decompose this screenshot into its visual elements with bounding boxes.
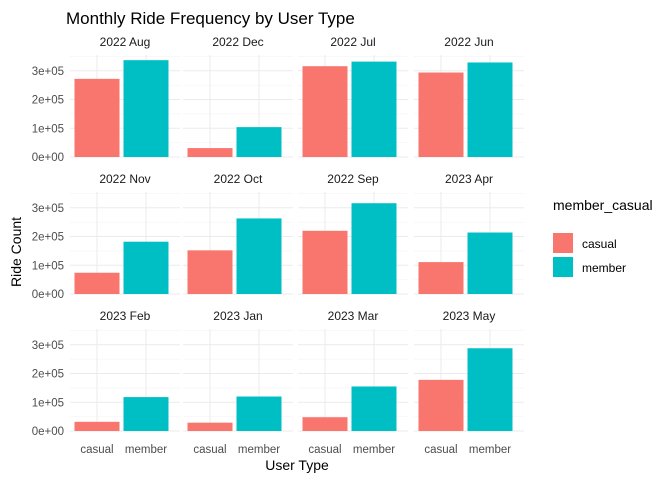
facet-label: 2022 Jun [444, 35, 493, 49]
legend-title: member_casual [553, 197, 653, 213]
facet-label: 2022 Dec [212, 35, 263, 49]
facet-panel: 2022 Oct [183, 172, 293, 295]
legend: member_casual casual member [553, 197, 653, 277]
bar-member [467, 232, 513, 294]
y-axis-title: Ride Count [8, 217, 24, 287]
facet-panel: 2023 Jan [183, 309, 293, 432]
bar-member [123, 397, 169, 431]
facet-label: 2022 Jul [330, 35, 375, 49]
bar-casual [187, 422, 233, 431]
facet-panel: 2022 Aug [70, 35, 180, 158]
bar-member [123, 241, 169, 294]
bar-casual [187, 148, 233, 157]
bar-member [123, 60, 169, 157]
x-tick-label: member [353, 444, 395, 456]
y-tick-label: 0e+00 [32, 426, 64, 438]
y-tick-label: 1e+05 [32, 397, 64, 409]
facet-label: 2023 Mar [328, 309, 379, 323]
y-tick-label: 1e+05 [32, 123, 64, 135]
y-tick-label: 0e+00 [32, 289, 64, 301]
x-tick-label: casual [80, 444, 113, 456]
facet-panel: 2022 Dec [183, 35, 293, 158]
x-tick-label: member [125, 444, 167, 456]
legend-label-member: member [582, 261, 626, 275]
bar-casual [187, 250, 233, 294]
bar-casual [418, 262, 464, 294]
bar-casual [302, 66, 348, 157]
bar-member [467, 348, 513, 431]
bar-casual [302, 230, 348, 294]
facet-panel: 2022 Sep [298, 172, 408, 295]
y-tick-label: 1e+05 [32, 260, 64, 272]
facet-label: 2022 Nov [99, 172, 150, 186]
facet-label: 2023 Feb [100, 309, 151, 323]
bar-member [236, 218, 282, 294]
x-axis-title: User Type [265, 457, 329, 473]
bar-casual [302, 417, 348, 431]
bar-member [351, 386, 397, 431]
y-axes: 0e+00 1e+05 2e+05 3e+05 0e+00 1e+05 2e+05 3e+05… [32, 66, 64, 438]
y-tick-label: 0e+00 [32, 152, 64, 164]
facet-label: 2022 Aug [100, 35, 151, 49]
bar-casual [74, 421, 120, 431]
bar-member [351, 203, 397, 294]
x-axis: casual member casual member casual member casu… [80, 444, 511, 456]
bar-casual [418, 72, 464, 157]
y-tick-label: 2e+05 [32, 232, 64, 244]
y-tick-label: 3e+05 [32, 203, 64, 215]
facet-label: 2022 Sep [327, 172, 379, 186]
y-tick-label: 2e+05 [32, 369, 64, 381]
x-tick-label: member [238, 444, 280, 456]
facet-panel: 2023 Feb [70, 309, 180, 432]
bar-casual [74, 272, 120, 294]
facet-label: 2022 Oct [214, 172, 263, 186]
legend-key-member [553, 257, 573, 277]
x-tick-label: member [469, 444, 511, 456]
facet-panel: 2022 Jul [298, 35, 408, 158]
facet-panel: 2022 Nov [70, 172, 180, 295]
facet-panel: 2023 May [414, 309, 524, 432]
legend-key-casual [553, 233, 573, 253]
chart-title: Monthly Ride Frequency by User Type [66, 9, 355, 28]
x-tick-label: casual [193, 444, 226, 456]
y-tick-label: 3e+05 [32, 66, 64, 78]
bar-member [467, 62, 513, 157]
facet-panel: 2022 Jun [414, 35, 524, 158]
bar-member [236, 396, 282, 431]
bar-casual [74, 78, 120, 157]
facet-panel: 2023 Apr [414, 172, 524, 295]
bar-member [236, 127, 282, 157]
bar-casual [418, 379, 464, 431]
facet-label: 2023 Apr [445, 172, 493, 186]
facet-label: 2023 Jan [213, 309, 262, 323]
facet-label: 2023 May [443, 309, 496, 323]
facet-panel: 2023 Mar [298, 309, 408, 432]
facet-panels: 2022 Aug 2022 Dec 2022 Jul 2022 Jun 2022 Nov… [70, 35, 524, 432]
legend-label-casual: casual [582, 237, 617, 251]
x-tick-label: casual [308, 444, 341, 456]
bar-member [351, 61, 397, 157]
y-tick-label: 3e+05 [32, 340, 64, 352]
y-tick-label: 2e+05 [32, 95, 64, 107]
x-tick-label: casual [424, 444, 457, 456]
